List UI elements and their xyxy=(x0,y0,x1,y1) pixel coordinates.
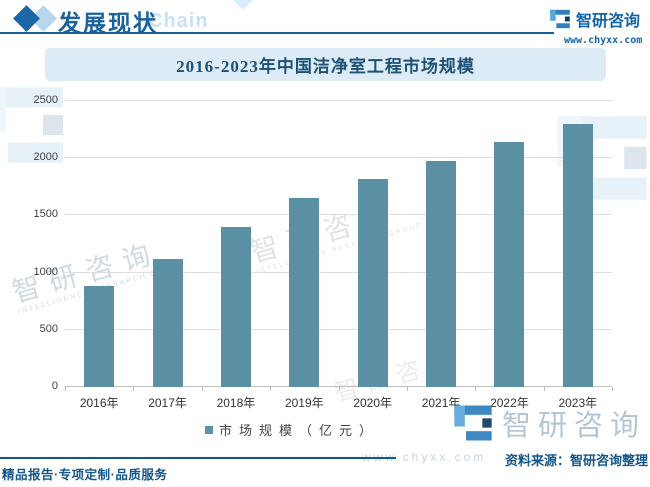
x-axis-tick xyxy=(338,387,340,391)
chart-legend: 市场规模（亿元） xyxy=(0,420,584,439)
footer-divider xyxy=(0,457,396,459)
y-axis-tick-label: 0 xyxy=(51,380,58,392)
x-axis-tick xyxy=(133,387,135,391)
brand-name: 智研咨询 xyxy=(576,13,641,30)
x-axis-tick-label: 2017年 xyxy=(148,396,187,410)
gridline xyxy=(65,214,612,216)
x-axis-tick xyxy=(475,387,477,391)
watermark-website-text: www.chyxx.com xyxy=(362,450,487,464)
footer-slogan: 精品报告·专项定制·品质服务 xyxy=(2,468,168,482)
gridline xyxy=(65,386,612,387)
chart-title: 2016-2023年中国洁净室工程市场规模 xyxy=(176,57,475,76)
gridline xyxy=(65,157,612,159)
legend-label: 市场规模（亿元） xyxy=(218,423,379,438)
x-axis-tick-label: 2019年 xyxy=(284,396,324,410)
x-axis-tick xyxy=(612,387,613,391)
brand-logo-icon xyxy=(454,405,492,441)
x-axis-tick-label: 2022年 xyxy=(490,396,529,410)
x-axis-tick xyxy=(201,387,203,391)
watermark-brand-name: 智研咨询 xyxy=(502,410,647,442)
source-text: 资料来源：智研咨询整理 xyxy=(504,453,648,468)
plot-area xyxy=(65,100,612,387)
gridline xyxy=(65,100,612,101)
page-header: 发展现状 Chain 智研咨询 www.chyxx.com xyxy=(0,0,650,48)
bar-2023年 xyxy=(562,123,593,387)
bar-2018年 xyxy=(220,227,251,387)
bar-2022年 xyxy=(494,142,525,387)
header-divider xyxy=(0,32,554,34)
x-axis-tick-label: 2020年 xyxy=(353,396,393,410)
y-axis-tick-label: 1500 xyxy=(33,208,58,221)
footer-brand-watermark: 智研咨询 xyxy=(452,402,646,444)
bar-2021年 xyxy=(426,160,457,387)
x-axis-tick xyxy=(543,387,545,391)
y-axis-tick-label: 2500 xyxy=(33,94,58,106)
gridline xyxy=(65,328,612,330)
x-axis-tick-label: 2023年 xyxy=(558,396,598,410)
x-axis-tick xyxy=(406,387,408,391)
y-axis-tick-label: 500 xyxy=(39,322,58,335)
bar-2016年 xyxy=(84,286,115,387)
x-axis-tick-label: 2016年 xyxy=(79,396,119,410)
header-watermark-text: Chain xyxy=(148,10,209,32)
diamond-watermark-icon xyxy=(233,0,253,10)
x-axis-tick xyxy=(65,387,66,391)
y-axis-tick-label: 1000 xyxy=(33,265,58,278)
bar-2019年 xyxy=(289,197,320,387)
chart-title-bar: 2016-2023年中国洁净室工程市场规模 xyxy=(45,48,606,81)
x-axis-tick-label: 2018年 xyxy=(216,396,256,410)
x-axis-tick xyxy=(270,387,272,391)
website-link[interactable]: www.chyxx.com xyxy=(564,35,643,46)
gridline xyxy=(65,271,612,273)
bar-2017年 xyxy=(152,259,183,387)
legend-marker xyxy=(204,425,213,434)
brand-lockup: 智研咨询 xyxy=(549,7,640,31)
diamond-icon xyxy=(13,5,40,32)
section-title: 发展现状 xyxy=(58,10,158,36)
bar-2020年 xyxy=(357,178,388,387)
y-axis-tick-label: 2000 xyxy=(33,151,58,164)
brand-logo-icon xyxy=(550,9,570,29)
x-axis-tick-label: 2021年 xyxy=(421,396,461,410)
